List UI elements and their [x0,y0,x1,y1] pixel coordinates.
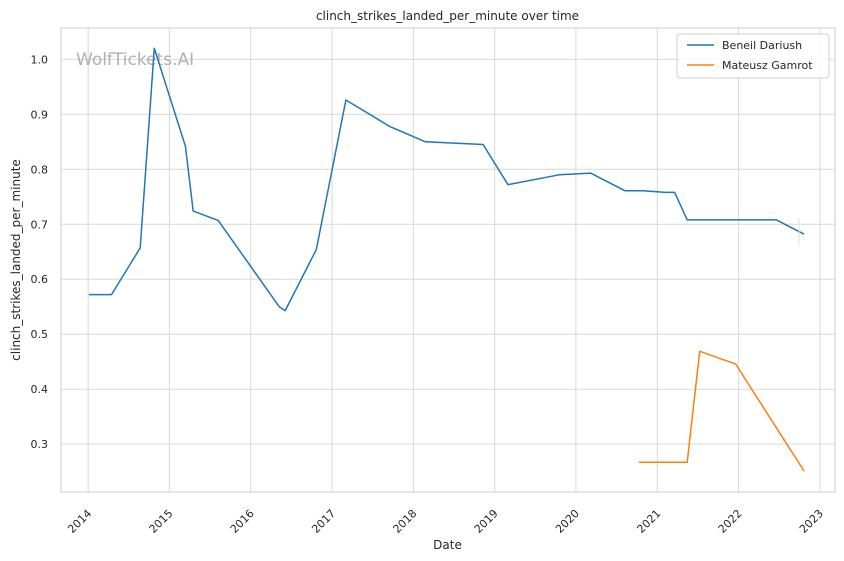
y-tick-label: 0.9 [31,108,49,121]
grid [61,28,835,492]
series-line-mateusz-gamrot [638,350,805,472]
series-layer [88,47,805,472]
legend-label-mateusz-gamrot: Mateusz Gamrot [722,59,813,72]
legend-box [676,33,830,79]
y-tick-label: 0.6 [31,273,49,286]
y-tick-label: 0.7 [31,218,49,231]
series-line-beneil-dariush [88,47,805,312]
y-tick-label: 0.8 [31,163,49,176]
legend-label-beneil-dariush: Beneil Dariush [722,39,802,52]
watermark: WolfTickets.AI [76,50,194,70]
plot-frame [60,27,836,493]
y-axis-title: clinch_strikes_landed_per_minute [9,159,23,361]
legend: Beneil Dariush Mateusz Gamrot [676,33,830,79]
chart-title: clinch_strikes_landed_per_minute over ti… [316,9,579,23]
y-tick-label: 0.3 [31,438,49,451]
x-tick-labels: 2014 2015 2016 2017 2018 2019 2020 2021 2022 2023 [65,507,826,536]
x-axis-title: Date [433,538,462,552]
y-tick-label: 1.0 [31,53,49,66]
y-tick-label: 0.4 [31,383,49,396]
y-tick-labels: 0.3 0.4 0.5 0.6 0.7 0.8 0.9 1.0 [31,53,49,451]
y-tick-label: 0.5 [31,328,49,341]
